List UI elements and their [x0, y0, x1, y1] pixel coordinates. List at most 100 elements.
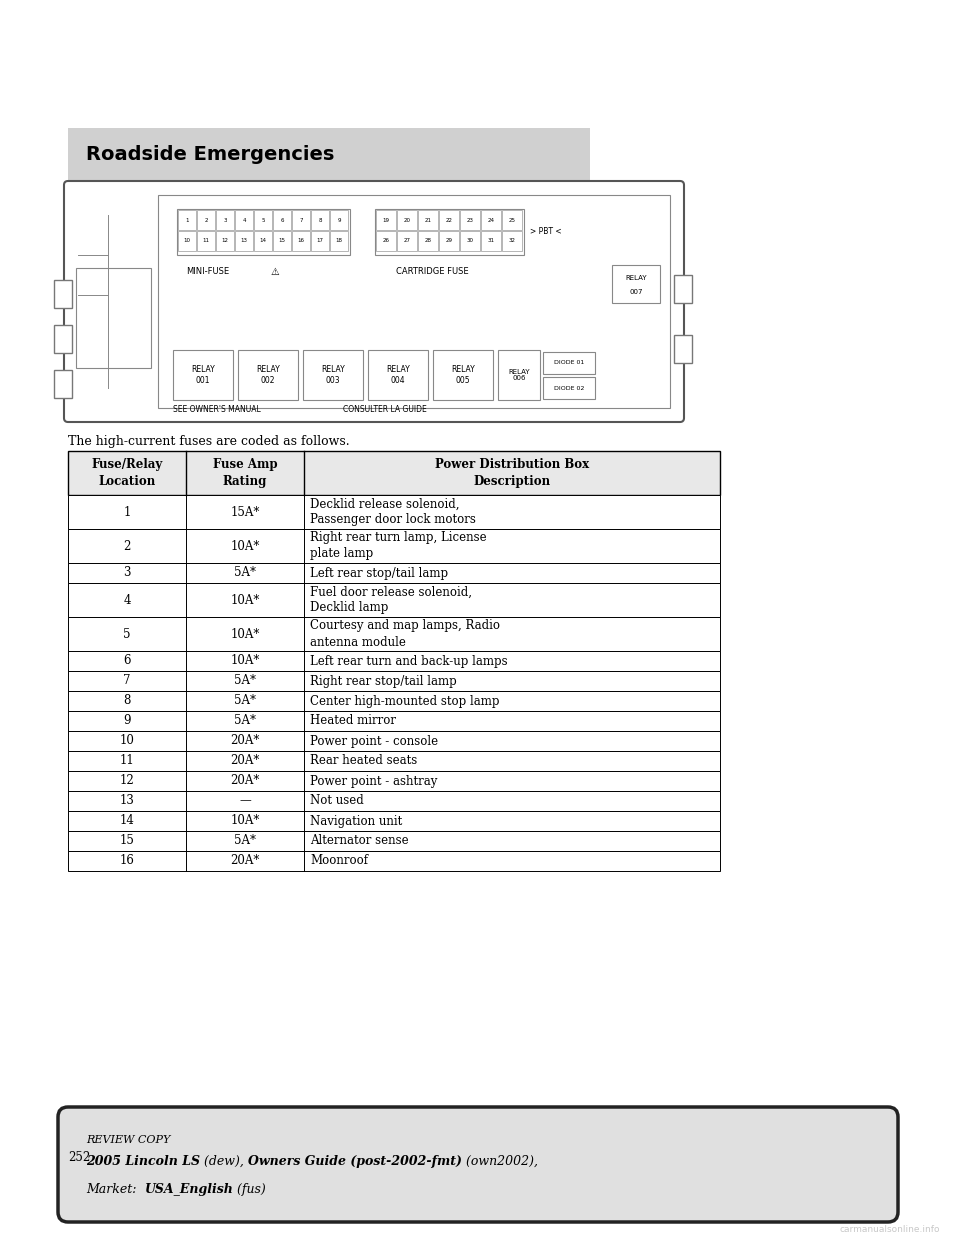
Text: REVIEW COPY: REVIEW COPY	[86, 1135, 170, 1145]
Bar	[273, 231, 291, 251]
Text: 14: 14	[259, 238, 267, 243]
Bar	[68, 529, 720, 563]
Bar	[238, 350, 298, 400]
Text: RELAY
002: RELAY 002	[256, 365, 280, 385]
Text: Courtesy and map lamps, Radio
antenna module: Courtesy and map lamps, Radio antenna mo…	[310, 620, 500, 648]
FancyBboxPatch shape	[58, 1107, 898, 1222]
Text: 5A*: 5A*	[234, 566, 256, 580]
Text: 007: 007	[629, 288, 643, 294]
Text: —: —	[239, 795, 251, 807]
Text: Left rear stop/tail lamp: Left rear stop/tail lamp	[310, 566, 448, 580]
Text: 13: 13	[241, 238, 248, 243]
Bar	[418, 210, 438, 230]
Text: Owners Guide (post-2002-fmt): Owners Guide (post-2002-fmt)	[248, 1155, 462, 1167]
Bar	[330, 210, 348, 230]
Text: Decklid release solenoid,
Passenger door lock motors: Decklid release solenoid, Passenger door…	[310, 498, 476, 527]
Text: 12: 12	[120, 775, 134, 787]
Bar	[439, 231, 459, 251]
Bar	[481, 210, 501, 230]
Bar	[502, 231, 522, 251]
Bar	[273, 210, 291, 230]
Text: ⚠: ⚠	[270, 267, 278, 277]
Bar	[68, 771, 720, 791]
Bar	[68, 710, 720, 732]
Text: 11: 11	[120, 754, 134, 768]
Text: RELAY
003: RELAY 003	[322, 365, 345, 385]
Bar	[254, 231, 272, 251]
Text: Center high-mounted stop lamp: Center high-mounted stop lamp	[310, 694, 499, 708]
Text: 24: 24	[488, 217, 494, 222]
Text: 5: 5	[261, 217, 265, 222]
Text: RELAY: RELAY	[625, 276, 647, 281]
Bar	[311, 231, 329, 251]
Text: 11: 11	[203, 238, 209, 243]
Bar	[460, 231, 480, 251]
Text: 2005 Lincoln LS: 2005 Lincoln LS	[86, 1155, 200, 1167]
Text: 10A*: 10A*	[230, 539, 260, 553]
Bar	[375, 209, 524, 255]
Bar	[68, 691, 720, 710]
Text: 22: 22	[445, 217, 452, 222]
Text: (dew),: (dew),	[200, 1155, 248, 1167]
Bar	[376, 231, 396, 251]
Bar	[68, 128, 590, 180]
Text: Rear heated seats: Rear heated seats	[310, 754, 418, 768]
Text: RELAY
005: RELAY 005	[451, 365, 475, 385]
Bar	[178, 231, 196, 251]
Text: 7: 7	[123, 674, 131, 688]
Text: 13: 13	[120, 795, 134, 807]
Text: 9: 9	[123, 714, 131, 728]
Text: Roadside Emergencies: Roadside Emergencies	[86, 144, 334, 164]
Text: 5A*: 5A*	[234, 835, 256, 847]
Text: 4: 4	[123, 594, 131, 606]
Text: USA_English: USA_English	[145, 1182, 233, 1196]
Bar	[311, 210, 329, 230]
Text: Power point - console: Power point - console	[310, 734, 438, 748]
Bar	[292, 231, 310, 251]
Text: 30: 30	[467, 238, 473, 243]
Text: 5: 5	[123, 627, 131, 641]
Bar	[173, 350, 233, 400]
Text: 8: 8	[319, 217, 322, 222]
Text: Right rear turn lamp, License
plate lamp: Right rear turn lamp, License plate lamp	[310, 532, 487, 560]
Bar	[54, 325, 72, 353]
Bar	[54, 279, 72, 308]
Text: 1: 1	[185, 217, 189, 222]
Text: 6: 6	[280, 217, 284, 222]
Bar	[216, 210, 234, 230]
Bar	[68, 751, 720, 771]
Text: 10A*: 10A*	[230, 627, 260, 641]
Text: 18: 18	[335, 238, 343, 243]
Text: 14: 14	[120, 815, 134, 827]
Text: DIODE 01: DIODE 01	[554, 360, 584, 365]
Bar	[254, 210, 272, 230]
Text: 26: 26	[382, 238, 390, 243]
Text: 19: 19	[382, 217, 390, 222]
Bar	[397, 210, 417, 230]
Text: The high-current fuses are coded as follows.: The high-current fuses are coded as foll…	[68, 435, 349, 448]
Text: Power point - ashtray: Power point - ashtray	[310, 775, 438, 787]
Text: carmanualsonline.info: carmanualsonline.info	[839, 1225, 940, 1235]
Bar	[68, 617, 720, 651]
FancyBboxPatch shape	[64, 181, 684, 422]
Text: 9: 9	[337, 217, 341, 222]
Text: 28: 28	[424, 238, 431, 243]
Text: 23: 23	[467, 217, 473, 222]
Text: 31: 31	[488, 238, 494, 243]
Bar	[158, 195, 670, 409]
Text: 10A*: 10A*	[230, 594, 260, 606]
Text: 29: 29	[445, 238, 452, 243]
Bar	[68, 451, 720, 496]
Text: Moonroof: Moonroof	[310, 854, 368, 867]
Text: 17: 17	[317, 238, 324, 243]
Text: 5A*: 5A*	[234, 674, 256, 688]
Bar	[68, 651, 720, 671]
Text: Alternator sense: Alternator sense	[310, 835, 409, 847]
Text: 25: 25	[509, 217, 516, 222]
Text: 3: 3	[224, 217, 227, 222]
Text: 32: 32	[509, 238, 516, 243]
Text: RELAY
004: RELAY 004	[386, 365, 410, 385]
Text: 15: 15	[120, 835, 134, 847]
Text: 20: 20	[403, 217, 411, 222]
Text: Left rear turn and back-up lamps: Left rear turn and back-up lamps	[310, 655, 508, 667]
